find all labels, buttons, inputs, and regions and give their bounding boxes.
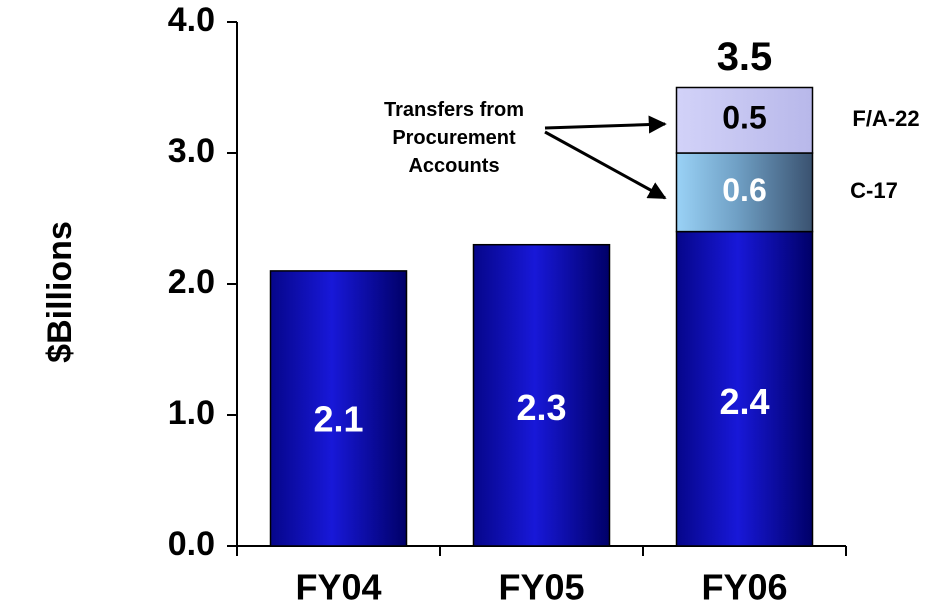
bar-total-label: 3.5 (717, 35, 773, 79)
bar-fy06-fa22 (675, 86, 814, 154)
x-tick-label: FY05 (498, 567, 584, 608)
bar-group: 2.1 2.3 2.4 3.5 0.6 0.5 C-17 F/A-22 (269, 35, 920, 547)
bar-fy06-c17 (675, 152, 814, 233)
bar-fy06-base (675, 230, 814, 547)
bar-value-label: 2.4 (719, 381, 769, 422)
transfer-annotation: Transfers from Procurement Accounts (384, 99, 667, 200)
y-tick-label: 3.0 (168, 132, 215, 170)
annotation-line-3: Accounts (408, 155, 499, 177)
x-tick-label: FY04 (295, 567, 381, 608)
y-tick-label: 1.0 (168, 394, 215, 432)
series-name-c17: C-17 (850, 178, 898, 203)
bar-value-label: 2.1 (313, 399, 363, 440)
bar-value-label: 2.3 (516, 387, 566, 428)
y-axis-label: $Billions (41, 221, 79, 363)
y-tick-label: 2.0 (168, 263, 215, 301)
x-tick-group: FY04 FY05 FY06 (236, 546, 847, 608)
y-tick-group: 0.0 1.0 2.0 3.0 4.0 (168, 1, 237, 563)
segment-label-fa22: 0.5 (722, 100, 766, 136)
bar-fy04-base (269, 270, 408, 547)
y-tick-label: 0.0 (168, 525, 215, 563)
annotation-line-2: Procurement (392, 127, 516, 149)
annotation-line-1: Transfers from (384, 99, 524, 121)
x-tick-label: FY06 (701, 567, 787, 608)
y-tick-label: 4.0 (168, 1, 215, 39)
annotation-arrow-fa22 (544, 115, 667, 134)
series-name-fa22: F/A-22 (852, 106, 919, 131)
bar-fy05-base (472, 243, 611, 547)
segment-label-c17: 0.6 (722, 172, 766, 208)
annotation-arrow-c17 (544, 130, 667, 200)
